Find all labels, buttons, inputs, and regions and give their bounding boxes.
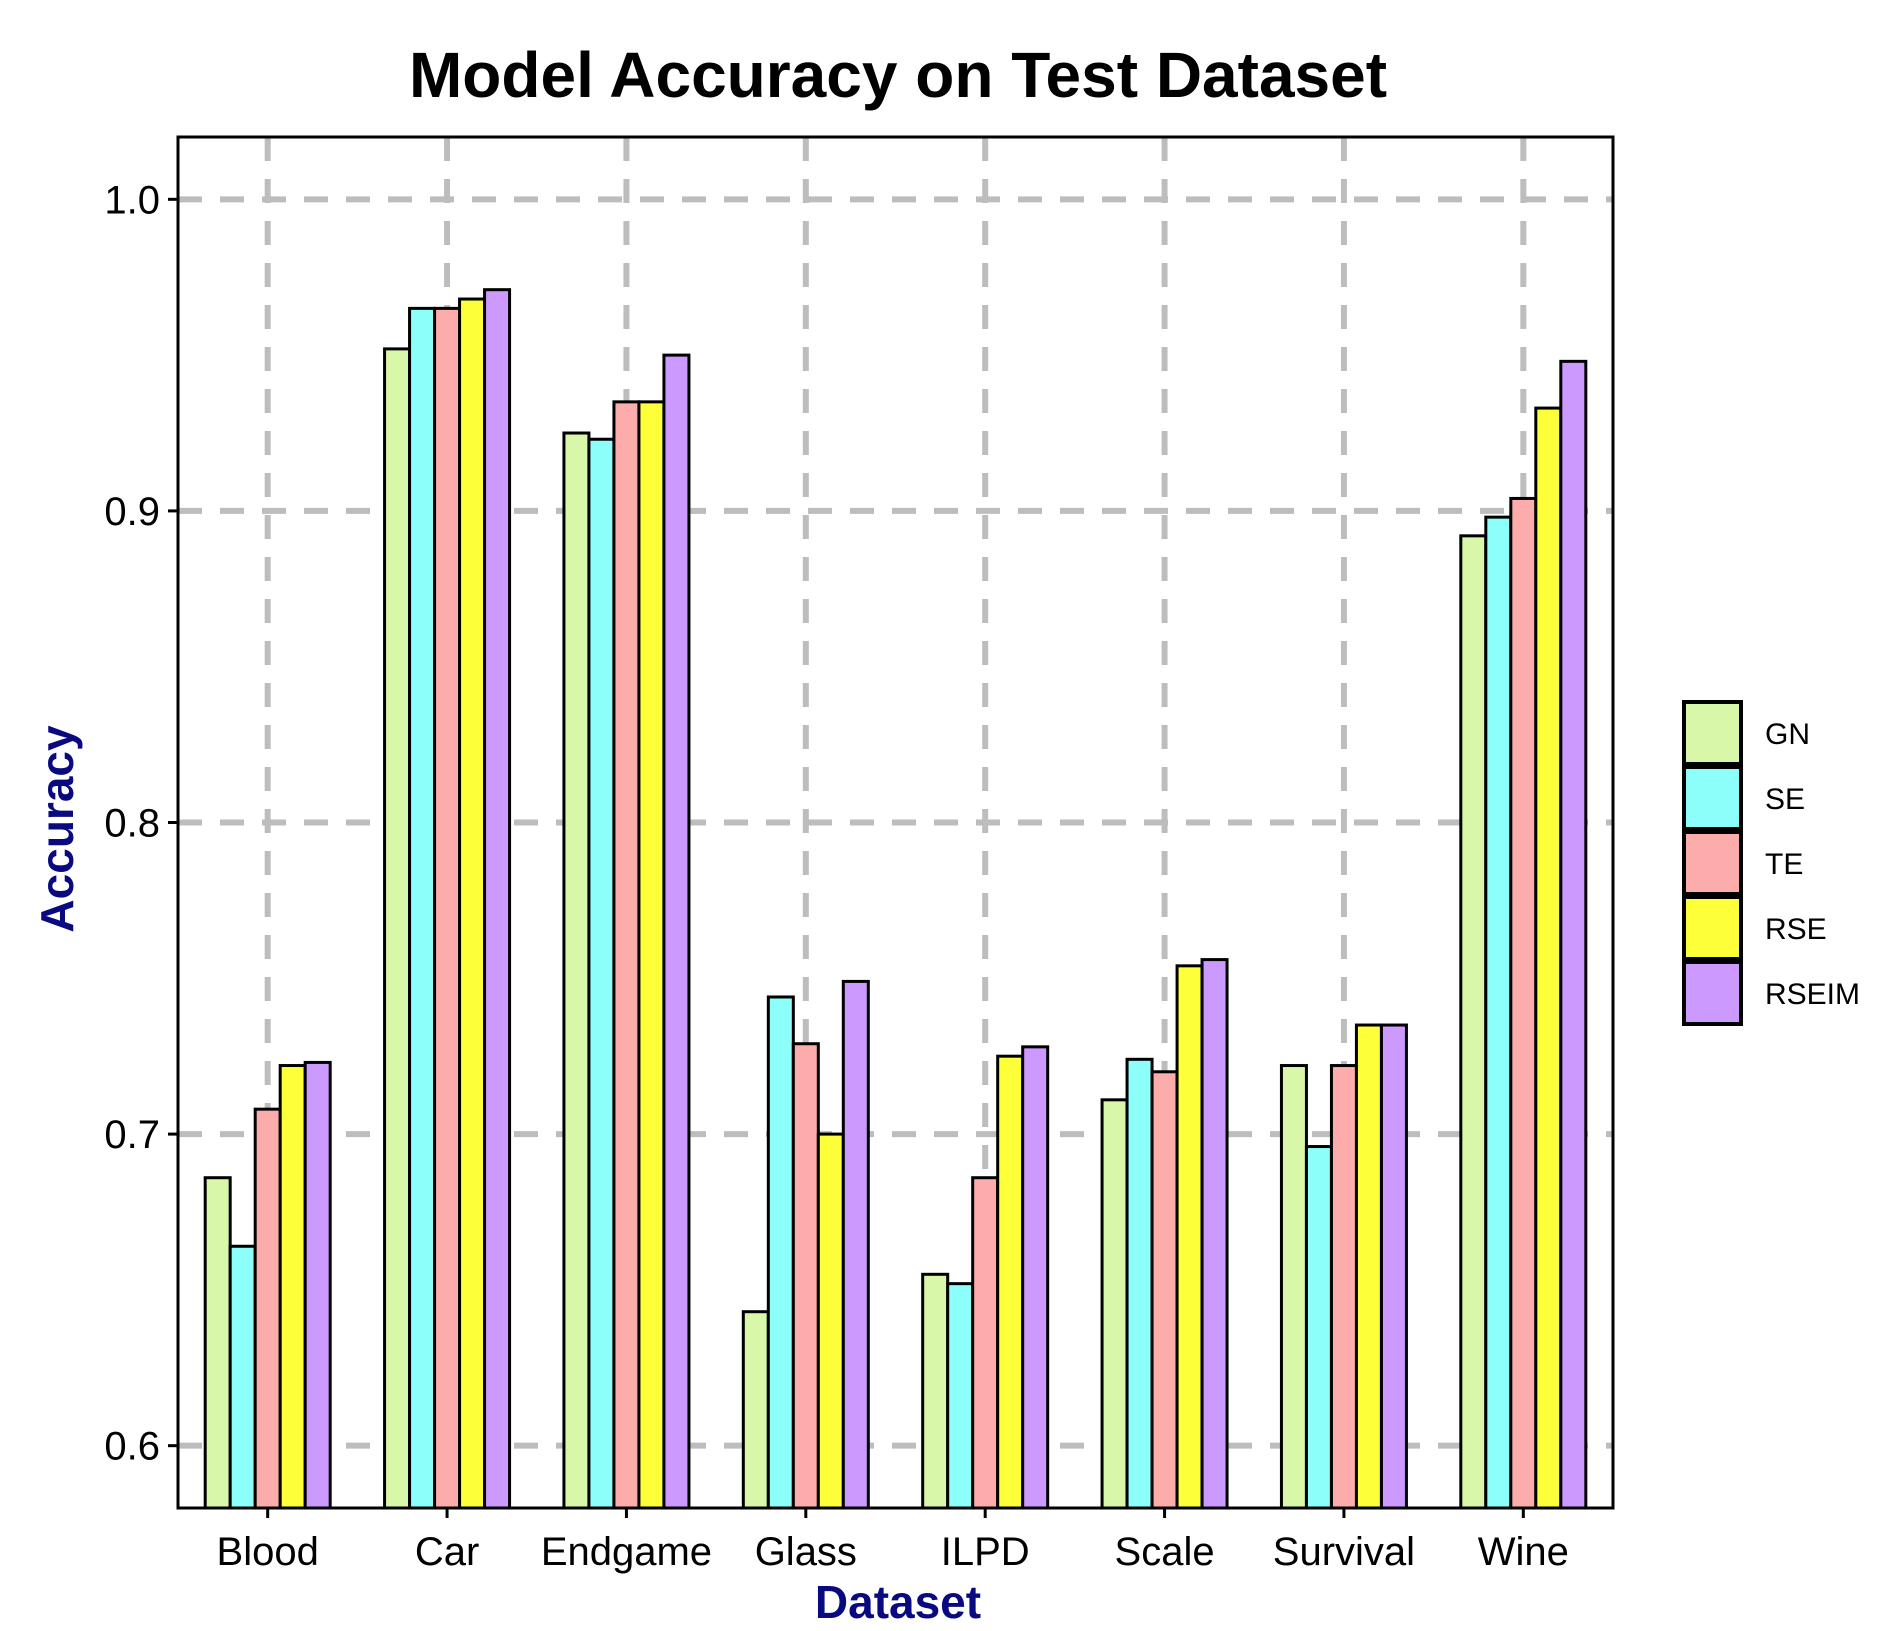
x-tick-label: ILPD [941, 1530, 1030, 1574]
x-tick-label: Wine [1478, 1530, 1569, 1574]
bar-te-wine [1509, 496, 1538, 1510]
chart-title: Model Accuracy on Test Dataset [409, 39, 1387, 111]
bar-rse-wine [1534, 406, 1563, 1510]
x-tick-label: Scale [1115, 1530, 1215, 1574]
bar-te-car [433, 306, 462, 1510]
y-tick-label: 0.8 [104, 802, 160, 846]
legend-label-se: SE [1765, 783, 1805, 816]
legend-key-gn [1682, 700, 1743, 766]
legend: GN SE TE RSE RSEIM [1682, 700, 1860, 1026]
x-axis-title: Dataset [815, 1576, 981, 1628]
bar-rse-endgame [637, 400, 666, 1510]
bar-rseim-car [483, 288, 512, 1510]
bar-gn-endgame [562, 431, 591, 1510]
y-tick-label: 1.0 [104, 178, 160, 222]
bar-te-survival [1329, 1064, 1358, 1510]
bar-se-survival [1304, 1145, 1333, 1510]
x-tick-label: Blood [217, 1530, 319, 1574]
x-tick-label: Endgame [541, 1530, 712, 1574]
y-axis-title: Accuracy [31, 725, 83, 933]
bar-te-ilpd [971, 1176, 1000, 1510]
bar-rseim-scale [1200, 958, 1229, 1510]
y-tick-label: 0.7 [104, 1113, 160, 1157]
bar-rse-survival [1354, 1023, 1383, 1510]
bar-rse-glass [816, 1132, 845, 1510]
legend-key-te [1682, 830, 1743, 896]
y-tick-label: 0.6 [104, 1425, 160, 1469]
x-tick-label: Car [415, 1530, 479, 1574]
bar-se-scale [1125, 1057, 1154, 1510]
legend-label-gn: GN [1765, 718, 1810, 751]
bar-rse-blood [278, 1064, 307, 1510]
bar-te-endgame [612, 400, 641, 1510]
bar-te-glass [791, 1042, 820, 1510]
bar-gn-survival [1279, 1064, 1308, 1510]
legend-label-rse: RSE [1765, 913, 1827, 946]
legend-label-rseim: RSEIM [1765, 978, 1860, 1011]
legend-label-te: TE [1765, 848, 1803, 881]
bar-se-car [408, 306, 437, 1510]
bar-se-wine [1484, 515, 1513, 1510]
bar-se-ilpd [946, 1282, 975, 1510]
bar-rse-scale [1175, 964, 1204, 1510]
legend-key-rse [1682, 895, 1743, 961]
y-tick-label: 0.9 [104, 490, 160, 534]
bar-se-endgame [587, 437, 616, 1510]
bars [203, 288, 1588, 1510]
bar-se-blood [228, 1244, 257, 1510]
x-axis: Blood Car Endgame Glass ILPD Scale Survival Win… [217, 1508, 1569, 1574]
bar-gn-wine [1459, 534, 1488, 1510]
bar-rseim-survival [1379, 1023, 1408, 1510]
bar-rseim-glass [841, 979, 870, 1510]
bar-rse-ilpd [996, 1054, 1025, 1510]
legend-key-rseim [1682, 960, 1743, 1026]
bar-gn-blood [203, 1176, 232, 1510]
bar-rse-car [458, 297, 487, 1510]
bar-rseim-ilpd [1021, 1045, 1050, 1510]
legend-key-se [1682, 765, 1743, 831]
y-axis: 0.6 0.7 0.8 0.9 1.0 [104, 178, 178, 1469]
bar-gn-glass [741, 1310, 770, 1510]
x-tick-label: Survival [1273, 1530, 1415, 1574]
bar-gn-scale [1100, 1098, 1129, 1510]
bar-rseim-wine [1559, 359, 1588, 1510]
bar-gn-ilpd [921, 1272, 950, 1510]
bar-te-blood [253, 1107, 282, 1510]
bar-se-glass [766, 995, 795, 1510]
bar-rseim-blood [303, 1060, 332, 1510]
x-tick-label: Glass [755, 1530, 857, 1574]
bar-gn-car [383, 347, 412, 1510]
bar-te-scale [1150, 1070, 1179, 1510]
bar-rseim-endgame [662, 353, 691, 1510]
